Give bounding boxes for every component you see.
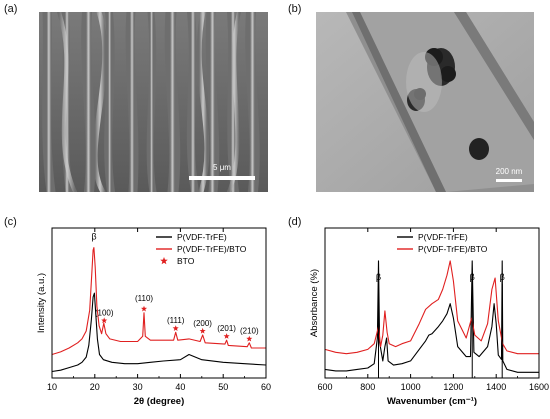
x-tick-label-2: 1000 <box>401 382 421 392</box>
xrd-chart: 10 20 30 40 50 60 2θ (degree) Intensity (a.u.) β… <box>36 227 271 407</box>
x-tick-label-1: 800 <box>360 382 375 392</box>
x-tick-label-0: 600 <box>317 382 332 392</box>
legend-label-1: P(VDF-TrFE)/BTO <box>177 244 247 254</box>
tem-scale-bar <box>496 179 522 182</box>
sem-scale-label: 5 μm <box>213 163 231 172</box>
legend-label-0: P(VDF-TrFE) <box>418 232 468 242</box>
beta-label-0: β <box>376 272 381 282</box>
x-axis-label: Wavenumber (cm⁻¹) <box>387 396 477 407</box>
bto-star-2 <box>141 305 148 312</box>
x-tick-label-0: 10 <box>47 382 57 392</box>
legend-star-2 <box>160 257 168 265</box>
sem-image: 5 μm <box>39 12 268 192</box>
beta-label: β <box>91 232 96 242</box>
sem-scale-bar <box>189 176 255 180</box>
series-line-0 <box>324 260 539 373</box>
y-axis-label: Absorbance (%) <box>309 269 320 337</box>
x-tick-label-2: 30 <box>133 382 143 392</box>
panel-letter-c: (c) <box>4 216 17 228</box>
tem-image: 200 nm <box>316 12 534 192</box>
legend-label-0: P(VDF-TrFE) <box>177 232 227 242</box>
hkl-label-6: (210) <box>240 327 259 336</box>
x-axis-label: 2θ (degree) <box>134 396 185 407</box>
bto-star-5 <box>223 333 230 339</box>
x-tick-label-4: 1400 <box>486 382 506 392</box>
series-line-1 <box>324 260 539 355</box>
hkl-label-1: (100) <box>95 308 114 317</box>
tem-scale-label: 200 nm <box>496 167 523 176</box>
beta-label-2: β <box>500 272 505 282</box>
hkl-label-4: (200) <box>193 319 212 328</box>
bto-star-4 <box>199 327 206 334</box>
bto-star-1 <box>101 317 108 324</box>
panel-letter-b: (b) <box>288 3 302 15</box>
hkl-label-5: (201) <box>217 324 236 333</box>
x-tick-label-3: 1200 <box>443 382 463 392</box>
x-tick-label-3: 40 <box>175 382 185 392</box>
x-tick-label-5: 1600 <box>529 382 549 392</box>
hkl-label-3: (111) <box>167 316 185 325</box>
ftir-chart: 600 800 1000 1200 1400 1600 Wavenumber (cm⁻¹) A… <box>309 227 549 407</box>
y-axis-label: Intensity (a.u.) <box>36 273 47 333</box>
legend-label-1: P(VDF-TrFE)/BTO <box>418 244 488 254</box>
panel-letter-d: (d) <box>288 216 302 228</box>
x-tick-label-1: 20 <box>90 382 100 392</box>
series-line-0 <box>51 292 267 373</box>
x-tick-label-4: 50 <box>218 382 228 392</box>
series-line-1 <box>51 247 266 356</box>
x-tick-label-5: 60 <box>261 382 271 392</box>
hkl-label-2: (110) <box>135 294 153 303</box>
beta-label-1: β <box>470 272 475 282</box>
panel-letter-a: (a) <box>4 3 18 15</box>
bto-star-3 <box>172 325 179 331</box>
bto-star-6 <box>246 335 253 342</box>
legend-label-2: BTO <box>177 256 195 266</box>
